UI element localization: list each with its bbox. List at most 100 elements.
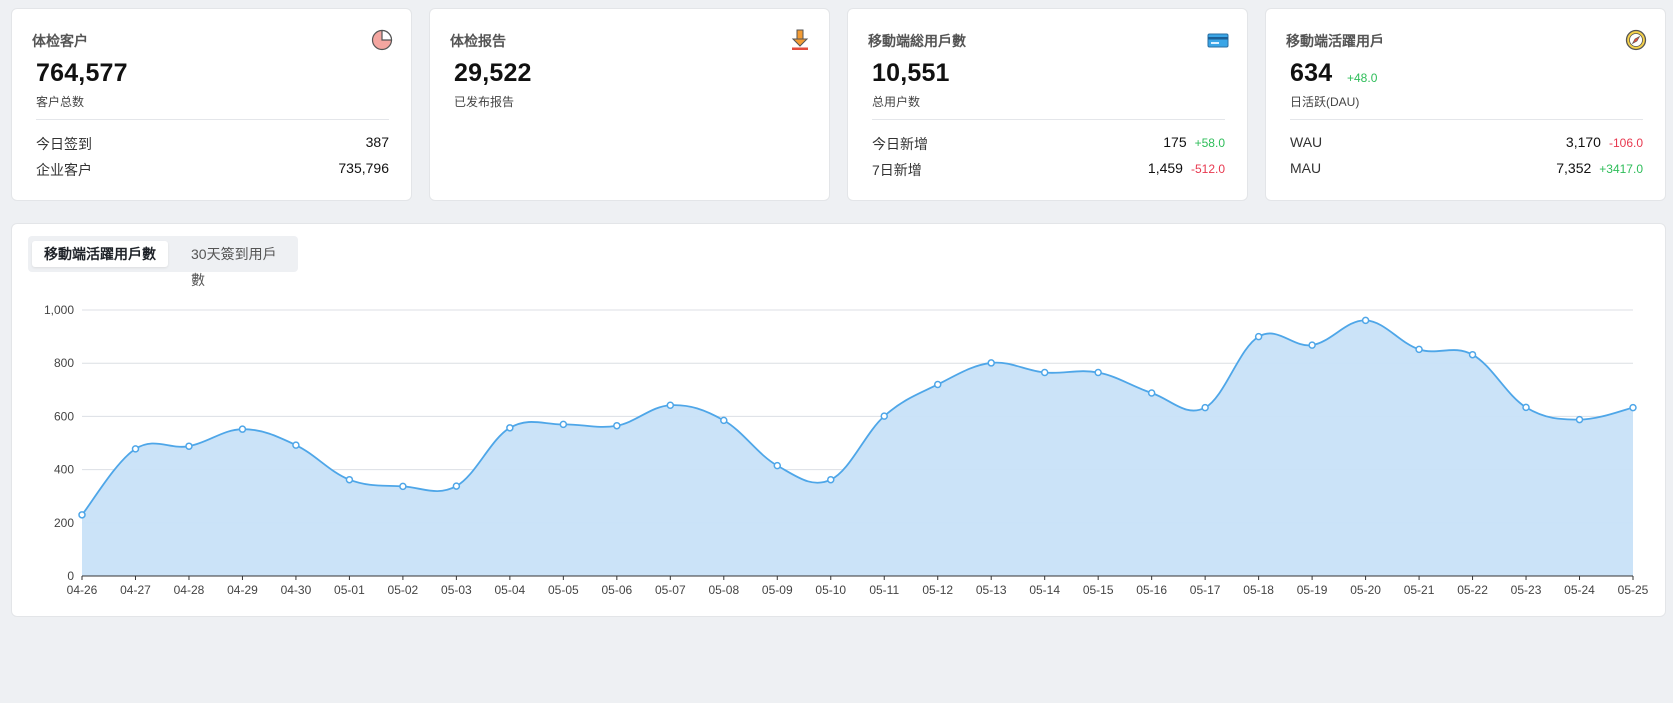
x-tick-label: 05-05	[548, 583, 579, 597]
area-fill	[82, 320, 1633, 576]
chart-panel: 移動端活躍用戶數 30天簽到用戶數 0 200 400 600 800 1,000 04-2…	[11, 223, 1666, 617]
data-point	[1468, 350, 1477, 359]
divider	[1290, 119, 1643, 120]
x-tick-label: 05-02	[388, 583, 419, 597]
data-point	[78, 511, 86, 519]
data-point	[345, 475, 354, 484]
sub-label: 客户总数	[36, 95, 85, 109]
data-point	[1040, 368, 1049, 377]
x-tick-label: 05-21	[1404, 583, 1435, 597]
divider	[872, 119, 1225, 120]
x-tick-label: 05-23	[1511, 583, 1542, 597]
data-point	[1415, 345, 1423, 354]
x-tick-label: 05-01	[334, 583, 365, 597]
stat-row: 企业客户 735,796	[36, 160, 389, 180]
x-tick-label: 05-13	[976, 583, 1007, 597]
row-label: WAU	[1290, 134, 1323, 150]
data-point	[1254, 332, 1263, 341]
y-tick-label: 400	[54, 463, 74, 477]
x-tick-label: 05-18	[1243, 583, 1274, 597]
x-tick-label: 05-12	[922, 583, 953, 597]
row-value: 3,170	[1565, 134, 1601, 150]
data-point	[1575, 415, 1584, 424]
row-label: 7日新增	[872, 162, 922, 178]
data-point	[1147, 389, 1156, 397]
row-delta: +58.0	[1194, 136, 1225, 150]
data-point	[506, 424, 514, 432]
card-checkup-customers: 体检客户 764,577 客户总数 今日签到 387 企业客户 735,796	[11, 8, 412, 201]
data-point	[1361, 316, 1370, 325]
x-tick-label: 05-15	[1083, 583, 1114, 597]
data-point	[292, 441, 300, 449]
row-delta: -512.0	[1190, 162, 1225, 176]
data-point	[1522, 403, 1530, 412]
x-tick-label: 05-03	[441, 583, 472, 597]
x-tick-label: 05-25	[1618, 583, 1649, 597]
x-tick-label: 04-27	[120, 583, 151, 597]
row-delta: -106.0	[1608, 136, 1643, 150]
row-label: 今日签到	[36, 136, 92, 152]
row-value: 175	[1163, 134, 1187, 150]
x-tick-label: 05-19	[1297, 583, 1328, 597]
download-icon	[789, 29, 811, 51]
sub-label: 总用户数	[872, 95, 921, 109]
x-tick-label: 04-28	[174, 583, 205, 597]
data-point	[613, 421, 621, 430]
data-point	[238, 425, 247, 433]
x-tick-label: 05-14	[1029, 583, 1060, 597]
x-tick-label: 05-10	[815, 583, 846, 597]
row-value: 387	[365, 134, 389, 150]
tab-mobile-active-users[interactable]: 移動端活躍用戶數	[32, 241, 168, 267]
compass-icon	[1625, 29, 1647, 51]
x-tick-label: 05-24	[1564, 583, 1595, 597]
stat-row: 今日签到 387	[36, 134, 389, 154]
card-title: 体检报告	[450, 33, 506, 49]
row-label: MAU	[1290, 160, 1322, 176]
x-tick-label: 04-30	[281, 583, 312, 597]
card-mobile-total-users: 移動端総用戶數 10,551 总用户数 今日新增 175 +58.0 7日新增 …	[847, 8, 1248, 201]
main-value: 29,522	[454, 59, 532, 87]
divider	[36, 119, 389, 120]
stat-row: 今日新增 175 +58.0	[872, 134, 1225, 154]
x-tick-label: 05-11	[869, 583, 899, 597]
y-tick-label: 1,000	[44, 303, 74, 317]
data-point	[185, 442, 193, 450]
y-tick-label: 800	[54, 356, 74, 370]
data-point	[666, 401, 675, 409]
data-point	[1094, 368, 1102, 377]
data-point	[720, 416, 728, 425]
card-checkup-reports: 体检报告 29,522 已发布报告	[429, 8, 830, 201]
x-tick-label: 04-26	[67, 583, 98, 597]
tab-30day-checkin-users[interactable]: 30天簽到用戶數	[191, 246, 277, 288]
stat-row: 7日新增 1,459 -512.0	[872, 160, 1225, 180]
data-point	[933, 380, 942, 389]
y-tick-label: 0	[67, 569, 74, 583]
x-tick-label: 05-16	[1136, 583, 1167, 597]
row-value: 1,459	[1147, 160, 1183, 176]
main-value: 634	[1290, 59, 1333, 87]
data-point	[559, 420, 568, 429]
x-tick-label: 05-04	[495, 583, 526, 597]
row-label: 企业客户	[36, 162, 92, 178]
data-point	[399, 482, 407, 491]
sub-label: 日活跃(DAU)	[1290, 95, 1360, 109]
data-point	[452, 482, 461, 490]
data-point	[131, 445, 140, 453]
x-tick-label: 05-22	[1457, 583, 1488, 597]
stat-row: WAU 3,170 -106.0	[1290, 134, 1643, 154]
card-title: 体检客户	[32, 33, 88, 49]
main-delta: +48.0	[1347, 71, 1378, 85]
data-point	[1201, 403, 1209, 412]
row-delta: +3417.0	[1599, 162, 1643, 176]
x-tick-label: 05-20	[1350, 583, 1381, 597]
sub-label: 已发布报告	[454, 95, 515, 109]
card-mobile-active-users: 移動端活躍用戶 634 +48.0 日活跃(DAU) WAU 3,170 -10…	[1265, 8, 1666, 201]
card-title: 移動端活躍用戶	[1286, 33, 1384, 49]
row-label: 今日新增	[872, 136, 928, 152]
x-tick-label: 05-07	[655, 583, 686, 597]
y-tick-label: 600	[54, 409, 74, 423]
data-point	[827, 475, 835, 484]
data-point	[1629, 403, 1637, 412]
main-value: 10,551	[872, 59, 950, 87]
x-tick-label: 05-06	[601, 583, 632, 597]
